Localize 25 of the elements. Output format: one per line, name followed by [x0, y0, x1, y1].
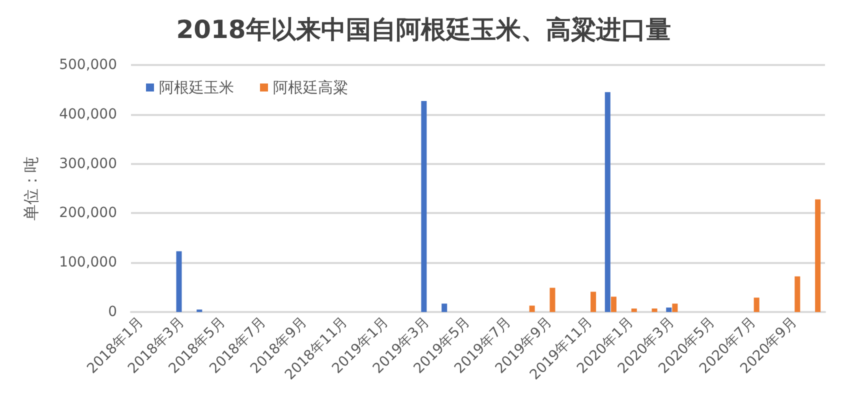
bar — [610, 296, 616, 312]
bar — [176, 251, 182, 312]
chart-title: 2018年以来中国自阿根廷玉米、高粱进口量 — [176, 15, 671, 44]
bar — [815, 199, 821, 312]
legend-label: 阿根廷玉米 — [159, 78, 234, 96]
bar — [666, 308, 672, 312]
bar — [442, 304, 448, 312]
bar — [754, 298, 760, 312]
y-tick-label: 100,000 — [59, 254, 117, 271]
bar — [631, 308, 637, 312]
y-tick-label: 200,000 — [59, 205, 117, 222]
y-tick-label: 400,000 — [59, 106, 117, 122]
bar — [794, 276, 800, 312]
bar — [652, 308, 658, 312]
bar — [529, 306, 535, 312]
y-tick-label: 500,000 — [59, 57, 117, 73]
bar — [604, 92, 610, 312]
bar — [672, 304, 678, 312]
bar — [421, 101, 427, 312]
y-axis-title: 单位：吨 — [22, 156, 40, 220]
bar — [590, 292, 596, 312]
bar — [550, 288, 556, 312]
legend-label: 阿根廷高粱 — [273, 78, 348, 96]
y-tick-label: 300,000 — [59, 156, 117, 172]
y-tick-label: 0 — [108, 304, 117, 320]
